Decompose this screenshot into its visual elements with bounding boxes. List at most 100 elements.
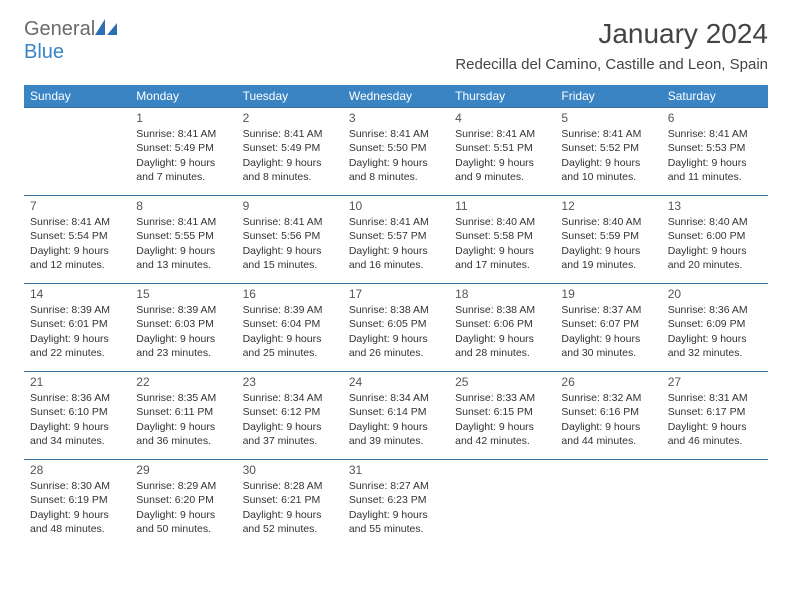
calendar-cell: 1Sunrise: 8:41 AMSunset: 5:49 PMDaylight… <box>130 108 236 196</box>
daylight-text: Daylight: 9 hours and 13 minutes. <box>136 244 230 272</box>
calendar-week-row: 21Sunrise: 8:36 AMSunset: 6:10 PMDayligh… <box>24 372 768 460</box>
daylight-text: Daylight: 9 hours and 42 minutes. <box>455 420 549 448</box>
sunrise-text: Sunrise: 8:41 AM <box>349 215 443 229</box>
daylight-text: Daylight: 9 hours and 8 minutes. <box>243 156 337 184</box>
calendar-cell: 25Sunrise: 8:33 AMSunset: 6:15 PMDayligh… <box>449 372 555 460</box>
calendar-table: Sunday Monday Tuesday Wednesday Thursday… <box>24 85 768 548</box>
day-number: 14 <box>30 286 124 302</box>
sunrise-text: Sunrise: 8:34 AM <box>243 391 337 405</box>
daylight-text: Daylight: 9 hours and 10 minutes. <box>561 156 655 184</box>
daylight-text: Daylight: 9 hours and 7 minutes. <box>136 156 230 184</box>
daylight-text: Daylight: 9 hours and 12 minutes. <box>30 244 124 272</box>
day-number: 23 <box>243 374 337 390</box>
sunset-text: Sunset: 6:06 PM <box>455 317 549 331</box>
day-header: Sunday <box>24 85 130 108</box>
sunset-text: Sunset: 5:57 PM <box>349 229 443 243</box>
sunset-text: Sunset: 6:11 PM <box>136 405 230 419</box>
day-number: 31 <box>349 462 443 478</box>
day-number: 4 <box>455 110 549 126</box>
sunrise-text: Sunrise: 8:41 AM <box>136 215 230 229</box>
daylight-text: Daylight: 9 hours and 39 minutes. <box>349 420 443 448</box>
sunset-text: Sunset: 5:54 PM <box>30 229 124 243</box>
sunrise-text: Sunrise: 8:28 AM <box>243 479 337 493</box>
calendar-cell: 30Sunrise: 8:28 AMSunset: 6:21 PMDayligh… <box>237 460 343 548</box>
calendar-cell: 18Sunrise: 8:38 AMSunset: 6:06 PMDayligh… <box>449 284 555 372</box>
calendar-cell: 12Sunrise: 8:40 AMSunset: 5:59 PMDayligh… <box>555 196 661 284</box>
daylight-text: Daylight: 9 hours and 52 minutes. <box>243 508 337 536</box>
calendar-header-row: Sunday Monday Tuesday Wednesday Thursday… <box>24 85 768 108</box>
daylight-text: Daylight: 9 hours and 44 minutes. <box>561 420 655 448</box>
daylight-text: Daylight: 9 hours and 15 minutes. <box>243 244 337 272</box>
sunrise-text: Sunrise: 8:36 AM <box>30 391 124 405</box>
sunrise-text: Sunrise: 8:36 AM <box>668 303 762 317</box>
day-number: 29 <box>136 462 230 478</box>
day-header: Thursday <box>449 85 555 108</box>
calendar-cell: 7Sunrise: 8:41 AMSunset: 5:54 PMDaylight… <box>24 196 130 284</box>
sunrise-text: Sunrise: 8:33 AM <box>455 391 549 405</box>
calendar-cell: 22Sunrise: 8:35 AMSunset: 6:11 PMDayligh… <box>130 372 236 460</box>
sunrise-text: Sunrise: 8:32 AM <box>561 391 655 405</box>
calendar-cell <box>555 460 661 548</box>
day-number: 12 <box>561 198 655 214</box>
daylight-text: Daylight: 9 hours and 23 minutes. <box>136 332 230 360</box>
daylight-text: Daylight: 9 hours and 50 minutes. <box>136 508 230 536</box>
daylight-text: Daylight: 9 hours and 8 minutes. <box>349 156 443 184</box>
calendar-cell: 23Sunrise: 8:34 AMSunset: 6:12 PMDayligh… <box>237 372 343 460</box>
sunset-text: Sunset: 6:04 PM <box>243 317 337 331</box>
sunrise-text: Sunrise: 8:27 AM <box>349 479 443 493</box>
day-number: 5 <box>561 110 655 126</box>
sunrise-text: Sunrise: 8:37 AM <box>561 303 655 317</box>
sunrise-text: Sunrise: 8:31 AM <box>668 391 762 405</box>
sunset-text: Sunset: 6:05 PM <box>349 317 443 331</box>
calendar-body: 1Sunrise: 8:41 AMSunset: 5:49 PMDaylight… <box>24 108 768 548</box>
sunrise-text: Sunrise: 8:41 AM <box>243 215 337 229</box>
sunrise-text: Sunrise: 8:38 AM <box>349 303 443 317</box>
daylight-text: Daylight: 9 hours and 20 minutes. <box>668 244 762 272</box>
calendar-cell: 20Sunrise: 8:36 AMSunset: 6:09 PMDayligh… <box>662 284 768 372</box>
sunset-text: Sunset: 6:21 PM <box>243 493 337 507</box>
calendar-cell <box>662 460 768 548</box>
sunset-text: Sunset: 5:51 PM <box>455 141 549 155</box>
sunrise-text: Sunrise: 8:41 AM <box>455 127 549 141</box>
calendar-week-row: 7Sunrise: 8:41 AMSunset: 5:54 PMDaylight… <box>24 196 768 284</box>
daylight-text: Daylight: 9 hours and 26 minutes. <box>349 332 443 360</box>
day-header: Wednesday <box>343 85 449 108</box>
day-number: 10 <box>349 198 443 214</box>
title-block: January 2024 Redecilla del Camino, Casti… <box>455 18 768 73</box>
sunrise-text: Sunrise: 8:40 AM <box>455 215 549 229</box>
sunrise-text: Sunrise: 8:41 AM <box>668 127 762 141</box>
daylight-text: Daylight: 9 hours and 11 minutes. <box>668 156 762 184</box>
calendar-week-row: 28Sunrise: 8:30 AMSunset: 6:19 PMDayligh… <box>24 460 768 548</box>
calendar-cell: 17Sunrise: 8:38 AMSunset: 6:05 PMDayligh… <box>343 284 449 372</box>
day-number: 21 <box>30 374 124 390</box>
logo-text-blue: Blue <box>24 41 64 63</box>
day-number: 25 <box>455 374 549 390</box>
calendar-cell <box>24 108 130 196</box>
sunrise-text: Sunrise: 8:41 AM <box>30 215 124 229</box>
sunset-text: Sunset: 5:55 PM <box>136 229 230 243</box>
daylight-text: Daylight: 9 hours and 37 minutes. <box>243 420 337 448</box>
daylight-text: Daylight: 9 hours and 30 minutes. <box>561 332 655 360</box>
day-header: Monday <box>130 85 236 108</box>
day-number: 1 <box>136 110 230 126</box>
month-title: January 2024 <box>455 18 768 50</box>
logo-sail-icon <box>95 19 117 35</box>
day-number: 26 <box>561 374 655 390</box>
daylight-text: Daylight: 9 hours and 28 minutes. <box>455 332 549 360</box>
sunrise-text: Sunrise: 8:41 AM <box>349 127 443 141</box>
calendar-cell: 3Sunrise: 8:41 AMSunset: 5:50 PMDaylight… <box>343 108 449 196</box>
sunrise-text: Sunrise: 8:39 AM <box>136 303 230 317</box>
calendar-cell: 28Sunrise: 8:30 AMSunset: 6:19 PMDayligh… <box>24 460 130 548</box>
daylight-text: Daylight: 9 hours and 32 minutes. <box>668 332 762 360</box>
calendar-cell: 8Sunrise: 8:41 AMSunset: 5:55 PMDaylight… <box>130 196 236 284</box>
calendar-cell: 16Sunrise: 8:39 AMSunset: 6:04 PMDayligh… <box>237 284 343 372</box>
daylight-text: Daylight: 9 hours and 36 minutes. <box>136 420 230 448</box>
calendar-cell: 5Sunrise: 8:41 AMSunset: 5:52 PMDaylight… <box>555 108 661 196</box>
sunset-text: Sunset: 5:49 PM <box>243 141 337 155</box>
daylight-text: Daylight: 9 hours and 48 minutes. <box>30 508 124 536</box>
day-number: 19 <box>561 286 655 302</box>
calendar-cell: 4Sunrise: 8:41 AMSunset: 5:51 PMDaylight… <box>449 108 555 196</box>
day-number: 2 <box>243 110 337 126</box>
sunrise-text: Sunrise: 8:41 AM <box>561 127 655 141</box>
sunset-text: Sunset: 5:56 PM <box>243 229 337 243</box>
